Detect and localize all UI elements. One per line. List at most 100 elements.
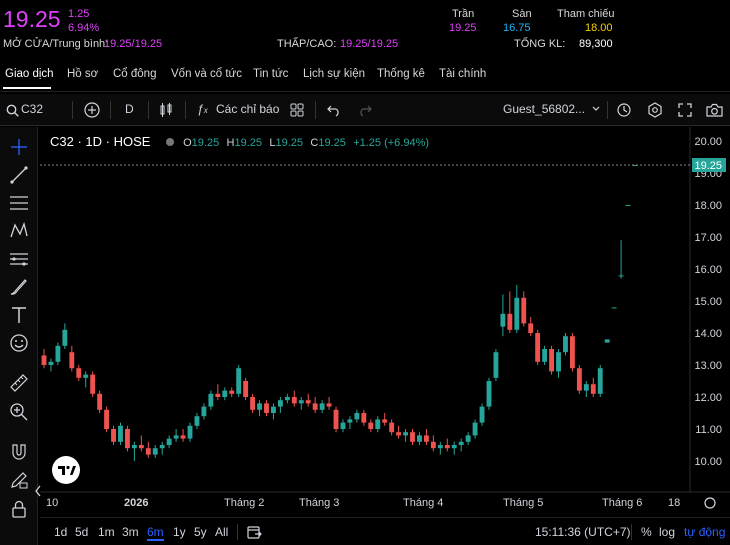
candle-body — [444, 445, 450, 449]
add-symbol-icon[interactable] — [84, 102, 100, 118]
candle-body — [180, 435, 186, 439]
tradingview-icon — [58, 465, 76, 475]
candle-body — [333, 409, 339, 429]
tab-von-co-tuc[interactable]: Vốn và cổ tức — [171, 68, 242, 80]
candle-body — [201, 406, 207, 417]
toolbar-separator — [185, 101, 186, 119]
range-6m[interactable]: 6m — [147, 525, 164, 541]
toolbar-separator — [315, 101, 316, 119]
y-tick-label: 20.00 — [694, 136, 722, 148]
x-tick-label: Tháng 5 — [503, 497, 543, 509]
tab-thong-ke[interactable]: Thống kê — [377, 68, 425, 80]
legend-low: 19.25 — [275, 137, 304, 149]
lock-draw-icon[interactable] — [9, 470, 29, 490]
alert-icon[interactable] — [617, 102, 633, 118]
tab-co-dong[interactable]: Cổ đông — [113, 68, 157, 80]
candle-body — [152, 448, 158, 455]
candle-body — [458, 441, 464, 445]
legend-change: +1.25 (+6.94%) — [353, 137, 430, 149]
candle-body — [236, 368, 242, 394]
y-tick-label: 10.00 — [694, 456, 722, 468]
last-price-badge — [692, 158, 726, 172]
main-tabs: Giao dịch Hồ sơ Cổ đông Vốn và cổ tức Ti… — [0, 58, 730, 92]
percent-toggle[interactable]: % — [641, 525, 652, 539]
bottom-bar: 1d 5d 1m 3m 6m 1y 5y All 15:11:36 (UTC+7… — [40, 517, 730, 545]
search-icon[interactable] — [6, 104, 19, 117]
range-5d[interactable]: 5d — [75, 525, 89, 539]
tradingview-logo[interactable] — [52, 456, 80, 484]
candle-body — [576, 368, 582, 391]
axis-settings-icon[interactable] — [704, 497, 716, 509]
legend-high: 19.25 — [234, 137, 263, 149]
snapshot-icon[interactable] — [706, 103, 723, 117]
low-high-value: 19.25/19.25 — [340, 38, 399, 50]
candle-body — [451, 445, 457, 449]
last-price-label: 19.25 — [694, 160, 722, 172]
ruler-icon[interactable] — [9, 373, 29, 393]
tab-tai-chinh[interactable]: Tài chính — [439, 68, 487, 80]
indicators-button[interactable]: Các chỉ báo — [216, 102, 280, 116]
price-change-pct: 6.94% — [68, 22, 100, 34]
range-all[interactable]: All — [215, 525, 229, 539]
candle-body — [305, 400, 311, 404]
candle-body — [583, 384, 589, 391]
range-5y[interactable]: 5y — [194, 525, 207, 539]
emoji-icon[interactable] — [9, 333, 29, 353]
toolbar-separator — [148, 101, 149, 119]
collapse-arrow-icon[interactable] — [34, 484, 42, 498]
candle-body — [618, 275, 624, 277]
range-1y[interactable]: 1y — [173, 525, 186, 539]
lock-icon[interactable] — [9, 499, 29, 519]
symbol-input[interactable]: C32 — [21, 102, 44, 116]
range-1m[interactable]: 1m — [98, 525, 115, 539]
candle-body — [145, 448, 151, 455]
settings-icon[interactable] — [647, 102, 663, 118]
reference-label: Tham chiếu — [557, 8, 615, 20]
tab-ho-so[interactable]: Hồ sơ — [67, 68, 99, 80]
range-3m[interactable]: 3m — [122, 525, 139, 539]
tab-lich-su-kien[interactable]: Lịch sự kiện — [303, 68, 366, 80]
auto-toggle[interactable]: tự động — [684, 525, 726, 539]
candle-body — [104, 409, 110, 429]
tab-tin-tuc[interactable]: Tin tức — [253, 68, 289, 80]
chevron-down-icon[interactable] — [592, 106, 600, 112]
brush-icon[interactable] — [9, 277, 29, 297]
candle-body — [97, 393, 103, 410]
indicators-icon[interactable]: ƒx — [197, 102, 208, 116]
status-dot — [165, 138, 174, 146]
legend-h-label: H — [226, 137, 235, 149]
price-chart[interactable]: 20.0019.0018.0017.0016.0015.0014.0013.00… — [40, 127, 730, 517]
y-tick-label: 13.00 — [694, 360, 722, 372]
zoom-in-icon[interactable] — [9, 402, 29, 422]
log-toggle[interactable]: log — [659, 525, 676, 539]
tab-giao-dich[interactable]: Giao dịch — [5, 68, 54, 80]
magnet-icon[interactable] — [9, 442, 29, 462]
fib-icon[interactable] — [9, 193, 29, 213]
pattern-icon[interactable] — [9, 221, 29, 241]
candle-body — [55, 345, 61, 362]
date-range-icon[interactable] — [246, 524, 262, 540]
interval-button[interactable]: D — [125, 102, 134, 116]
clock-time[interactable]: 15:11:36 (UTC+7) — [535, 525, 631, 539]
text-icon[interactable] — [9, 305, 29, 325]
y-tick-label: 17.00 — [694, 232, 722, 244]
candle-body — [493, 352, 499, 378]
crosshair-icon[interactable] — [9, 137, 29, 157]
x-tick-label: 18 — [668, 497, 680, 509]
x-tick-label: Tháng 3 — [299, 497, 339, 509]
fullscreen-icon[interactable] — [678, 103, 692, 117]
candle-body — [298, 400, 304, 404]
reference-value: 18.00 — [585, 22, 613, 34]
candles-icon[interactable] — [159, 102, 173, 118]
legend-title: C32 · 1D · HOSE — [50, 134, 151, 149]
redo-icon[interactable] — [358, 103, 372, 117]
candle-body — [590, 384, 596, 394]
undo-icon[interactable] — [327, 103, 341, 117]
templates-icon[interactable] — [290, 103, 304, 117]
candle-body — [382, 419, 388, 423]
range-1d[interactable]: 1d — [54, 525, 68, 539]
candle-body — [284, 397, 290, 401]
user-menu[interactable]: Guest_56802... — [503, 102, 586, 116]
projection-icon[interactable] — [9, 249, 29, 269]
trendline-icon[interactable] — [9, 165, 29, 185]
